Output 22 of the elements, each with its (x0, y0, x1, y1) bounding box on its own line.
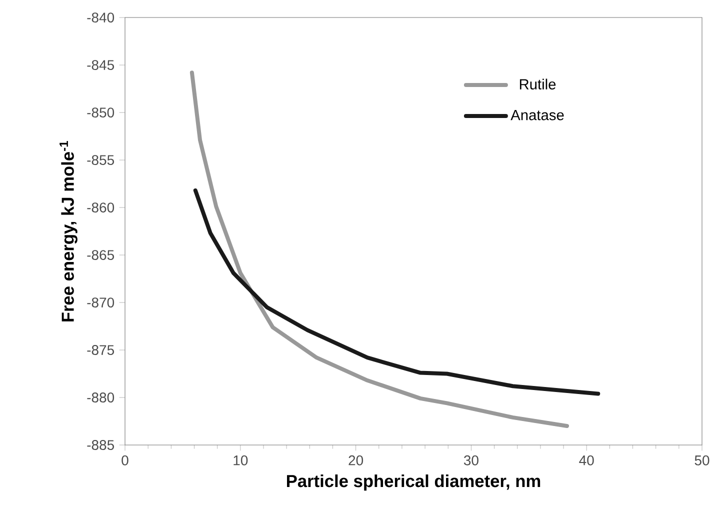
legend-label: Rutile (520, 78, 556, 90)
y-tick-label: -845 (87, 60, 114, 70)
y-tick-label: -840 (87, 12, 114, 23)
legend-label: Anatase (510, 110, 564, 120)
line-series (190, 70, 569, 428)
x-tick-label: 30 (464, 455, 478, 466)
y-tick-label: -875 (87, 345, 114, 355)
y-tick-label: -860 (87, 202, 114, 212)
x-tick-label: 20 (348, 455, 364, 466)
y-tick-label: -885 (87, 440, 114, 450)
line-series (193, 188, 600, 396)
y-tick-label: -880 (87, 392, 114, 402)
y-axis-title: Free energy, kJ mole$^{-1}$ (60, 140, 78, 322)
x-tick-label: 10 (234, 455, 248, 466)
x-tick-label: 50 (694, 455, 710, 466)
y-tick-label: -850 (87, 108, 114, 118)
y-tick-label: -870 (87, 298, 114, 308)
y-tick-label: -865 (87, 250, 114, 260)
x-tick-label: 40 (579, 455, 594, 466)
y-tick-label: -855 (87, 155, 114, 165)
x-tick-label: 0 (122, 455, 128, 466)
x-axis-title: Particle spherical diameter, nm (287, 474, 540, 491)
